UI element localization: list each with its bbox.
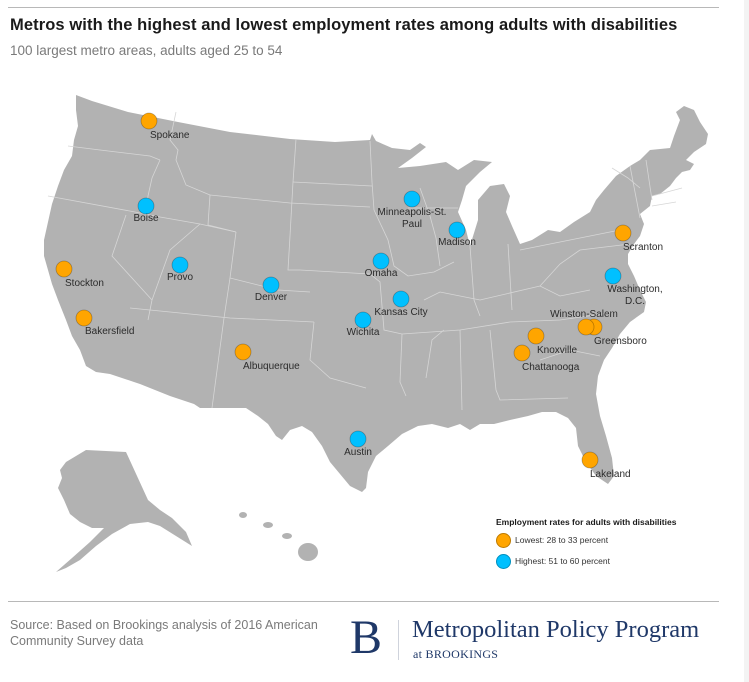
legend-label-lowest: Lowest: 28 to 33 percent <box>515 535 609 545</box>
bottom-divider <box>8 601 719 602</box>
metro-label-scranton: Scranton <box>623 242 663 253</box>
chart-title: Metros with the highest and lowest emplo… <box>10 16 678 34</box>
metro-marker-knoxville[interactable] <box>527 327 545 345</box>
legend-label-highest: Highest: 51 to 60 percent <box>515 556 610 566</box>
alaska-shape <box>56 450 192 572</box>
metro-marker-kansas-city[interactable] <box>392 290 410 308</box>
metro-marker-boise[interactable] <box>137 197 155 215</box>
metro-label-washington-d-c: Washington, D.C. <box>607 284 662 307</box>
metro-marker-minneapolis-st-paul[interactable] <box>403 190 421 208</box>
legend-title: Employment rates for adults with disabil… <box>496 517 677 527</box>
metro-marker-spokane[interactable] <box>140 112 158 130</box>
metro-marker-denver[interactable] <box>262 276 280 294</box>
metro-label-madison: Madison <box>438 237 476 248</box>
metro-markers: Spokane Boise Stockton Provo Denver Bakersfie… <box>55 112 663 480</box>
program-affiliation: at BROOKINGS <box>413 647 499 661</box>
metro-marker-chattanooga[interactable] <box>513 344 531 362</box>
metro-marker-omaha[interactable] <box>372 252 390 270</box>
metro-label-bakersfield: Bakersfield <box>85 326 134 337</box>
metro-marker-lakeland[interactable] <box>581 451 599 469</box>
metro-marker-stockton[interactable] <box>55 260 73 278</box>
legend-swatch-lowest <box>496 532 511 548</box>
logo-divider <box>398 620 399 660</box>
chart-subtitle: 100 largest metro areas, adults aged 25 … <box>10 43 283 58</box>
legend-swatch-highest <box>496 553 511 569</box>
metro-marker-bakersfield[interactable] <box>75 309 93 327</box>
metro-marker-winston-salem[interactable] <box>577 318 595 336</box>
metro-label-greensboro: Greensboro <box>594 336 647 347</box>
top-divider <box>8 7 719 8</box>
metro-label-boise: Boise <box>133 213 158 224</box>
metro-label-denver: Denver <box>255 292 288 303</box>
metro-label-lakeland: Lakeland <box>590 469 631 480</box>
hawaii-oahu <box>263 522 273 528</box>
legend-item-highest: Highest: 51 to 60 percent <box>496 553 676 569</box>
metro-label-provo: Provo <box>167 272 194 283</box>
metro-label-minneapolis-st-paul: Minneapolis-St. Paul <box>378 207 447 230</box>
metro-marker-washington-d-c[interactable] <box>604 267 622 285</box>
metro-label-stockton: Stockton <box>65 278 104 289</box>
metro-label-wichita: Wichita <box>347 327 380 338</box>
metro-label-omaha: Omaha <box>365 268 398 279</box>
metro-marker-wichita[interactable] <box>354 311 372 329</box>
metro-marker-austin[interactable] <box>349 430 367 448</box>
metro-label-albuquerque: Albuquerque <box>243 361 300 372</box>
metro-label-spokane: Spokane <box>150 130 190 141</box>
brookings-logo-letter: B <box>350 611 383 664</box>
program-name: Metropolitan Policy Program <box>412 616 700 643</box>
metro-marker-provo[interactable] <box>171 256 189 274</box>
source-note: Source: Based on Brookings analysis of 2… <box>10 618 318 648</box>
contiguous-us-shape <box>44 95 708 492</box>
state-borders <box>47 111 683 411</box>
metro-label-austin: Austin <box>344 447 372 458</box>
hawaii-big-island <box>298 543 318 561</box>
metro-marker-madison[interactable] <box>448 221 466 239</box>
metro-label-kansas-city: Kansas City <box>374 307 427 318</box>
metro-label-chattanooga: Chattanooga <box>522 362 580 373</box>
legend-item-lowest: Lowest: 28 to 33 percent <box>496 532 676 548</box>
metro-marker-scranton[interactable] <box>614 224 632 242</box>
metro-label-winston-salem: Winston-Salem <box>550 309 618 320</box>
hawaii-kauai <box>239 512 247 518</box>
land-layer <box>44 95 708 572</box>
hawaii-maui <box>282 533 292 539</box>
scrollbar-track <box>744 0 749 682</box>
us-map: Spokane Boise Stockton Provo Denver Bakersfie… <box>44 95 708 572</box>
legend: Employment rates for adults with disabil… <box>496 517 676 569</box>
metro-label-knoxville: Knoxville <box>537 345 577 356</box>
metro-marker-albuquerque[interactable] <box>234 343 252 361</box>
